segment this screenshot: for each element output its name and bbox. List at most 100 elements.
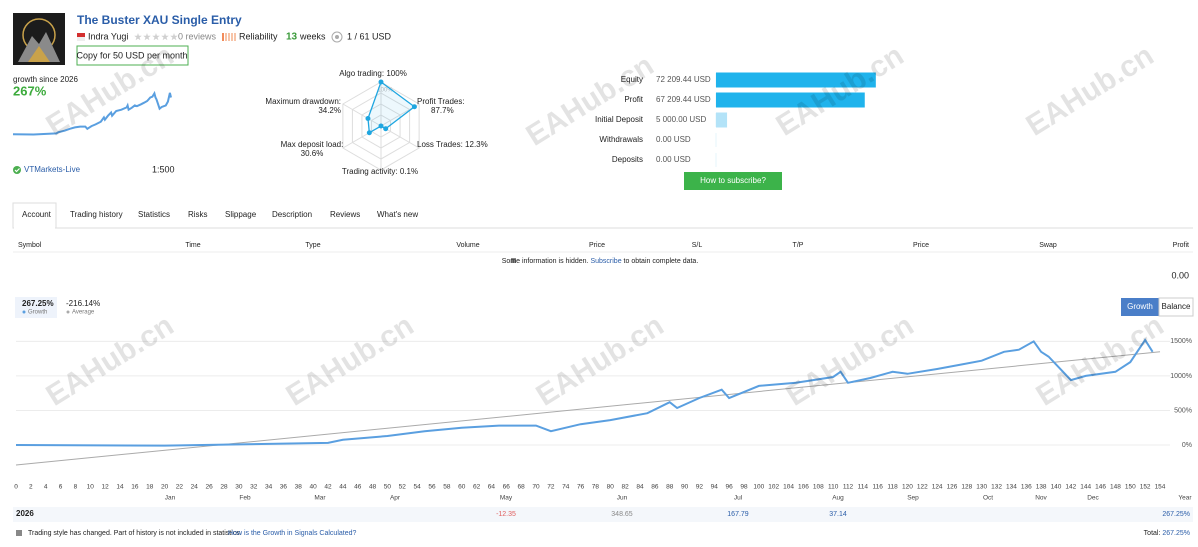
star xyxy=(170,33,178,41)
x-tick-label: 150 xyxy=(1125,484,1136,491)
star xyxy=(134,33,142,41)
x-tick-label: 52 xyxy=(399,484,407,491)
tab[interactable]: Description xyxy=(272,210,312,219)
x-tick-label: 60 xyxy=(458,484,466,491)
mini-growth-line xyxy=(12,90,172,136)
check-icon xyxy=(13,166,21,174)
x-tick-label: 48 xyxy=(369,484,377,491)
star xyxy=(143,33,151,41)
legend-value[interactable]: 267.25% xyxy=(22,299,54,308)
growth-button[interactable] xyxy=(1121,298,1159,316)
x-tick-label: 22 xyxy=(176,484,184,491)
month-label: Aug xyxy=(832,495,844,502)
x-tick-label: 26 xyxy=(206,484,214,491)
y-tick-label: 1000% xyxy=(1170,373,1192,380)
legend-active[interactable] xyxy=(15,297,57,318)
radar-point xyxy=(378,79,384,85)
tab[interactable]: Risks xyxy=(188,210,208,219)
x-tick-label: 10 xyxy=(87,484,95,491)
x-tick-label: 64 xyxy=(488,484,496,491)
tab[interactable]: Statistics xyxy=(138,210,170,219)
column-header: Price xyxy=(913,242,929,249)
x-tick-label: 140 xyxy=(1051,484,1062,491)
reliability: Reliability xyxy=(239,31,278,41)
x-tick-label: 32 xyxy=(250,484,258,491)
month-label: Jun xyxy=(617,495,628,502)
balance-button[interactable] xyxy=(1158,297,1194,317)
x-tick-label: 20 xyxy=(161,484,169,491)
x-tick-label: 90 xyxy=(681,484,689,491)
month-label: Apr xyxy=(390,495,401,502)
tab[interactable]: Account xyxy=(22,210,52,219)
radar-value: 12.3% xyxy=(465,140,488,149)
rating-stars xyxy=(134,33,178,41)
column-header: Time xyxy=(185,242,200,249)
bar-category: Equity xyxy=(621,75,643,84)
radar-category: Loss Trades: xyxy=(417,140,463,149)
growth-value: 267% xyxy=(13,83,47,98)
x-tick-label: 86 xyxy=(651,484,659,491)
bar-value-label: 0.00 USD xyxy=(656,135,691,144)
x-tick-label: 28 xyxy=(220,484,228,491)
subscribe-button-label[interactable]: How to subscribe? xyxy=(700,176,766,185)
bar-category: Withdrawals xyxy=(599,135,643,144)
footer-link[interactable]: How is the Growth in Signals Calculated? xyxy=(228,530,357,537)
radar-value: 87.7% xyxy=(431,106,454,115)
x-tick-label: 138 xyxy=(1036,484,1047,491)
x-tick-label: 108 xyxy=(813,484,824,491)
bar-category: Initial Deposit xyxy=(595,115,644,124)
tab[interactable]: Trading history xyxy=(70,210,123,219)
x-tick-label: 78 xyxy=(592,484,600,491)
subscribe-button[interactable] xyxy=(684,172,782,190)
month-label: Year xyxy=(1178,495,1192,502)
legend-name[interactable]: Growth xyxy=(28,310,47,316)
x-tick-label: 34 xyxy=(265,484,273,491)
x-tick-label: 44 xyxy=(339,484,347,491)
reviews[interactable]: 0 reviews xyxy=(178,31,217,41)
radar-point xyxy=(378,123,384,129)
x-tick-label: 46 xyxy=(354,484,362,491)
tab[interactable]: What's new xyxy=(377,210,418,219)
tab[interactable]: Slippage xyxy=(225,210,257,219)
broker[interactable]: VTMarkets-Live xyxy=(24,165,81,174)
active-tab[interactable] xyxy=(12,202,57,229)
month-label: Jan xyxy=(165,495,176,502)
x-tick-label: 84 xyxy=(636,484,644,491)
legend-name[interactable]: Average xyxy=(72,310,95,316)
y-tick-label: 500% xyxy=(1174,407,1192,414)
radar-value: 0.1% xyxy=(400,167,418,176)
x-tick-label: 94 xyxy=(711,484,719,491)
x-tick-label: 40 xyxy=(310,484,318,491)
bar-value-label: 72 209.44 USD xyxy=(656,75,711,84)
x-tick-label: 116 xyxy=(873,484,884,491)
y-tick-label: 0% xyxy=(1182,442,1192,449)
growth-button-label[interactable]: Growth xyxy=(1127,302,1153,311)
author[interactable]: Indra Yugi xyxy=(88,31,128,41)
notice-link[interactable]: Subscribe xyxy=(590,258,621,265)
x-tick-label: 42 xyxy=(324,484,332,491)
bar-category: Profit xyxy=(624,95,643,104)
column-header: Volume xyxy=(456,242,479,249)
legend-value[interactable]: -216.14% xyxy=(66,299,100,308)
balance-button-label[interactable]: Balance xyxy=(1162,302,1191,311)
leverage: 1:500 xyxy=(152,164,175,174)
subscribers: 1 / 61 USD xyxy=(347,31,392,41)
x-tick-label: 18 xyxy=(146,484,154,491)
profit-total: 0.00 xyxy=(1171,270,1189,280)
copy-button-label[interactable]: Copy for 50 USD per month xyxy=(76,50,187,60)
x-tick-label: 70 xyxy=(532,484,540,491)
month-label: Jul xyxy=(734,495,743,502)
x-tick-label: 82 xyxy=(622,484,630,491)
weeks-count: 13 xyxy=(286,32,298,43)
radar-point xyxy=(383,126,389,132)
radar-value: 34.2% xyxy=(318,106,341,115)
x-tick-label: 112 xyxy=(843,484,854,491)
tab[interactable]: Reviews xyxy=(330,210,360,219)
x-tick-label: 126 xyxy=(947,484,958,491)
bar xyxy=(716,92,865,108)
x-tick-label: 122 xyxy=(917,484,928,491)
copy-button[interactable] xyxy=(76,45,189,66)
x-tick-label: 2 xyxy=(29,484,33,491)
column-header: Swap xyxy=(1039,242,1057,249)
